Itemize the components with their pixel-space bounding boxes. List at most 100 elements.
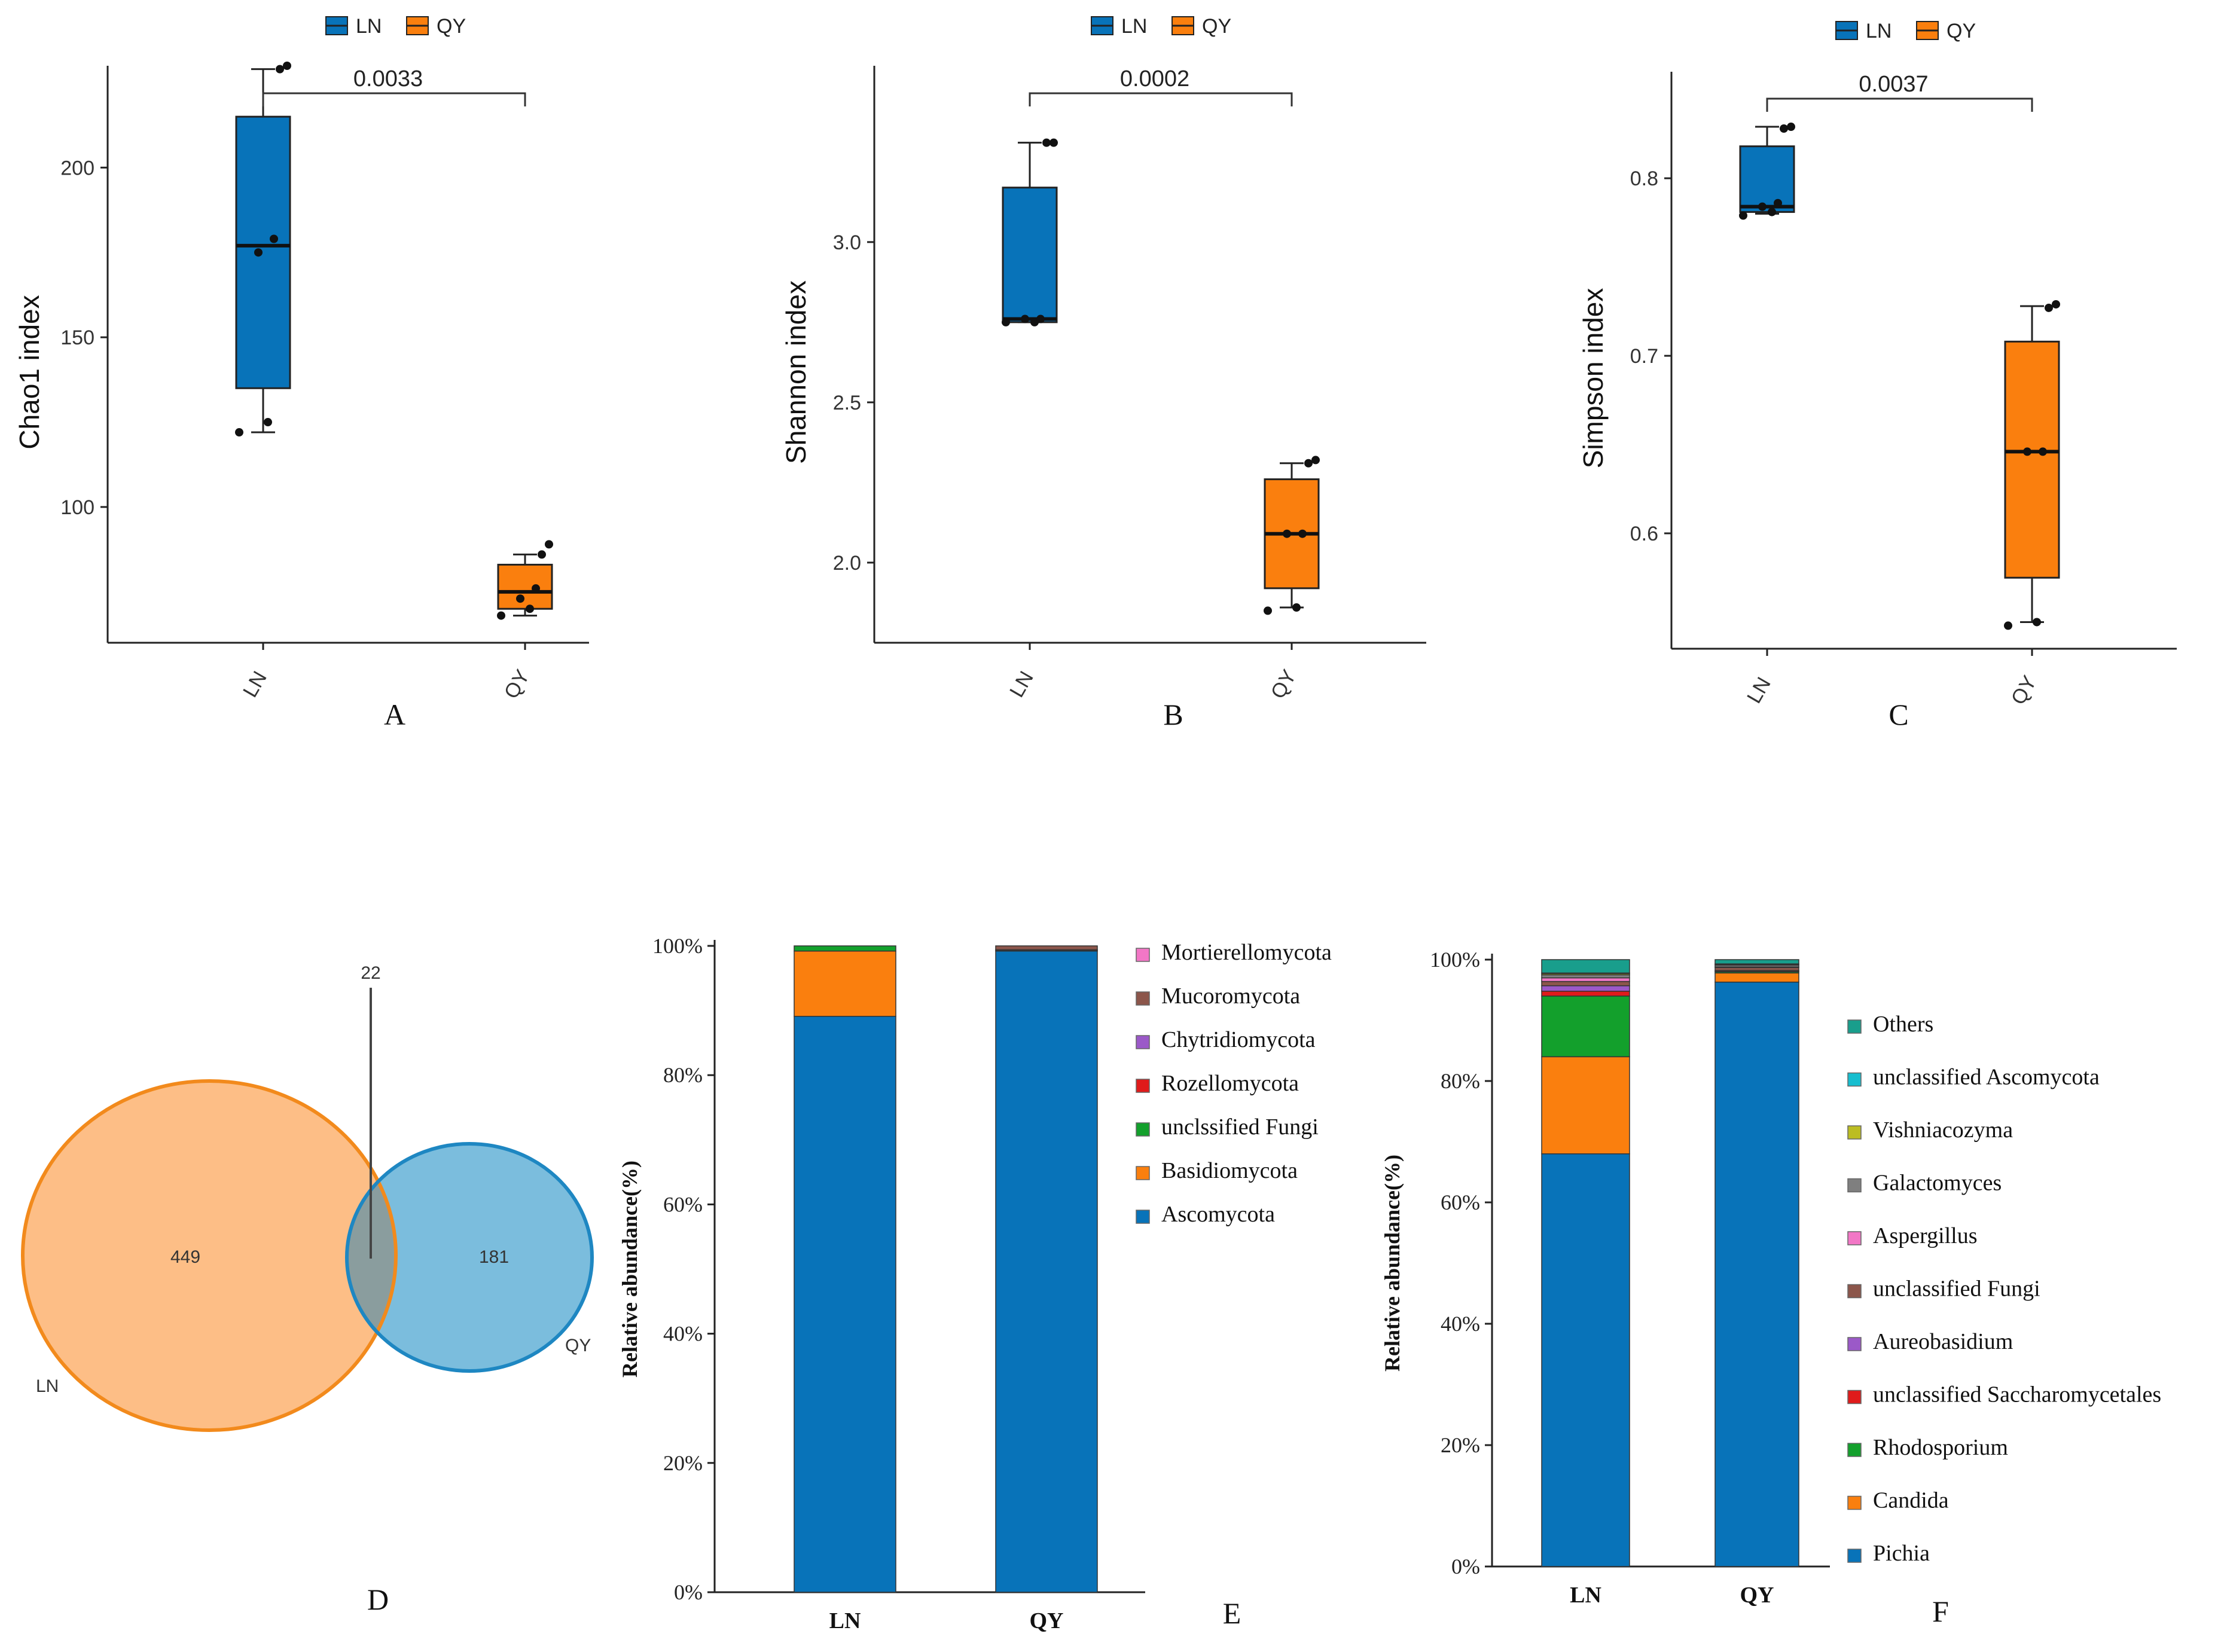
data-point: [2052, 300, 2060, 309]
data-point: [532, 584, 540, 593]
data-point: [538, 550, 546, 559]
legend-label-qy: QY: [1947, 20, 1976, 42]
panel-c-simpson-boxplot: LN QY 0.6 0.7 0.8 Simpson index LN QY 0.0037 C: [1578, 20, 2177, 731]
data-point: [1311, 456, 1320, 465]
data-point: [1036, 314, 1045, 323]
p-value-label: 0.0002: [1120, 66, 1189, 91]
legend-label: Pichia: [1873, 1541, 1930, 1566]
legend-label-ln: LN: [356, 15, 382, 38]
panel-letter-a: A: [384, 698, 405, 731]
legend-label-qy: QY: [437, 15, 466, 38]
legend-swatch: [1847, 1125, 1862, 1140]
significance-bracket: [262, 92, 526, 106]
y-tick-label: 40%: [663, 1322, 703, 1346]
legend-label: Mucoromycota: [1161, 984, 1300, 1009]
legend-swatch: [1136, 1079, 1150, 1093]
bar-segment-ln: [1541, 991, 1630, 997]
ln-unique-count: 449: [170, 1247, 200, 1267]
legend-swatch: [1136, 1166, 1150, 1180]
y-tick-label: 2.0: [833, 552, 861, 575]
legend-label: Aspergillus: [1873, 1223, 1978, 1248]
venn-circle-qy: [347, 1144, 592, 1371]
data-point: [270, 234, 278, 243]
legend-label: Ascomycota: [1161, 1202, 1275, 1227]
y-tick-label: 40%: [1441, 1312, 1480, 1336]
bar-segment-qy: [1714, 972, 1799, 983]
data-point: [1758, 202, 1767, 211]
panel-letter-c: C: [1889, 698, 1908, 731]
y-tick-label: 60%: [1441, 1190, 1480, 1214]
legend-label: Mortierellomycota: [1161, 940, 1332, 965]
venn-outline-ln: [21, 1079, 398, 1432]
panel-d-venn-diagram: 22 449 181 LN QY D: [21, 963, 594, 1616]
panel-f-genus-stacked-bar: 0% 20% 40% 60% 80% 100% Relative abundance(%) L…: [1380, 948, 2161, 1628]
data-point: [1774, 199, 1782, 207]
legend-swatch: [1847, 1019, 1862, 1034]
panel-letter-d: D: [367, 1583, 389, 1616]
legend-swatch: [1847, 1337, 1862, 1351]
legend-label-qy: QY: [1202, 15, 1231, 38]
bar-segment-ln: [1541, 974, 1630, 979]
data-point: [1780, 124, 1788, 133]
legend-label: Basidiomycota: [1161, 1158, 1298, 1183]
data-point: [1283, 529, 1291, 538]
legend-label: unclassified Saccharomycetales: [1873, 1382, 2161, 1407]
y-tick-label: 3.0: [833, 231, 861, 254]
bar-segment-qy: [995, 950, 1098, 1593]
y-tick-label: 100: [60, 496, 94, 519]
legend-swatch: [1847, 1495, 1862, 1510]
panel-letter-e: E: [1223, 1596, 1241, 1630]
legend-swatch: [1136, 1035, 1150, 1049]
legend-swatch: [1136, 1210, 1150, 1224]
legend-swatch: [1136, 991, 1150, 1006]
panel-a-chao1-boxplot: LN QY 100 150 200 Chao1 index LN QY 0.0033 A: [14, 15, 589, 731]
bar-segment-ln: [794, 945, 896, 952]
y-tick-label: 80%: [1441, 1069, 1480, 1093]
data-point: [1021, 314, 1029, 323]
data-point: [1298, 529, 1307, 538]
data-point: [276, 65, 284, 74]
intersection-count: 22: [361, 963, 380, 983]
data-point: [235, 428, 243, 437]
legend-label: Rhodosporium: [1873, 1435, 2008, 1460]
y-tick-label: 20%: [1441, 1433, 1480, 1457]
legend-swatch: [1847, 1390, 1862, 1404]
y-tick-label: 0.6: [1630, 523, 1658, 545]
y-axis-title: Relative abundance(%): [618, 1161, 642, 1378]
data-point: [1292, 603, 1301, 612]
bar-segment-ln: [1541, 996, 1630, 1058]
box-ln: [1002, 187, 1058, 323]
legend-swatch: [1847, 1072, 1862, 1087]
panel-e-phylum-stacked-bar: 0% 20% 40% 60% 80% 100% Relative abundance(%) L…: [618, 934, 1332, 1633]
significance-bracket: [1029, 92, 1293, 106]
legend-label: unclassified Fungi: [1873, 1277, 2040, 1302]
bar-segment-ln: [1541, 1153, 1630, 1567]
data-point: [1050, 138, 1058, 147]
data-point: [1768, 207, 1776, 216]
x-tick-label-qy: QY: [1740, 1583, 1774, 1608]
x-tick-label-qy: QY: [1267, 666, 1301, 703]
bar-segment-qy: [1714, 981, 1799, 1567]
data-point: [1264, 606, 1272, 615]
bar-segment-qy: [1714, 959, 1799, 964]
y-axis-title: Simpson index: [1578, 288, 1609, 469]
data-point: [2004, 621, 2012, 630]
legend-swatch: [1847, 1443, 1862, 1457]
y-tick-label: 0.8: [1630, 167, 1658, 190]
box-qy: [497, 563, 553, 610]
legend-swatch: [1136, 948, 1150, 962]
x-tick-label-ln: LN: [829, 1608, 861, 1633]
legend-label: Vishniacozyma: [1873, 1117, 2013, 1143]
y-tick-label: 2.5: [833, 392, 861, 414]
bar-segment-ln: [1541, 981, 1630, 987]
box-qy: [2004, 340, 2060, 579]
p-value-label: 0.0037: [1859, 72, 1928, 97]
y-tick-label: 0.7: [1630, 345, 1658, 368]
legend-label: Galactomyces: [1873, 1171, 2002, 1196]
y-tick-label: 60%: [663, 1192, 703, 1216]
bar-segment-ln: [794, 1016, 896, 1593]
p-value-label: 0.0033: [353, 66, 423, 91]
y-tick-label: 0%: [674, 1580, 703, 1604]
panel-b-shannon-boxplot: LN QY 2.0 2.5 3.0 Shannon index LN QY 0.0002 B: [780, 15, 1426, 731]
y-tick-label: 200: [60, 157, 94, 179]
